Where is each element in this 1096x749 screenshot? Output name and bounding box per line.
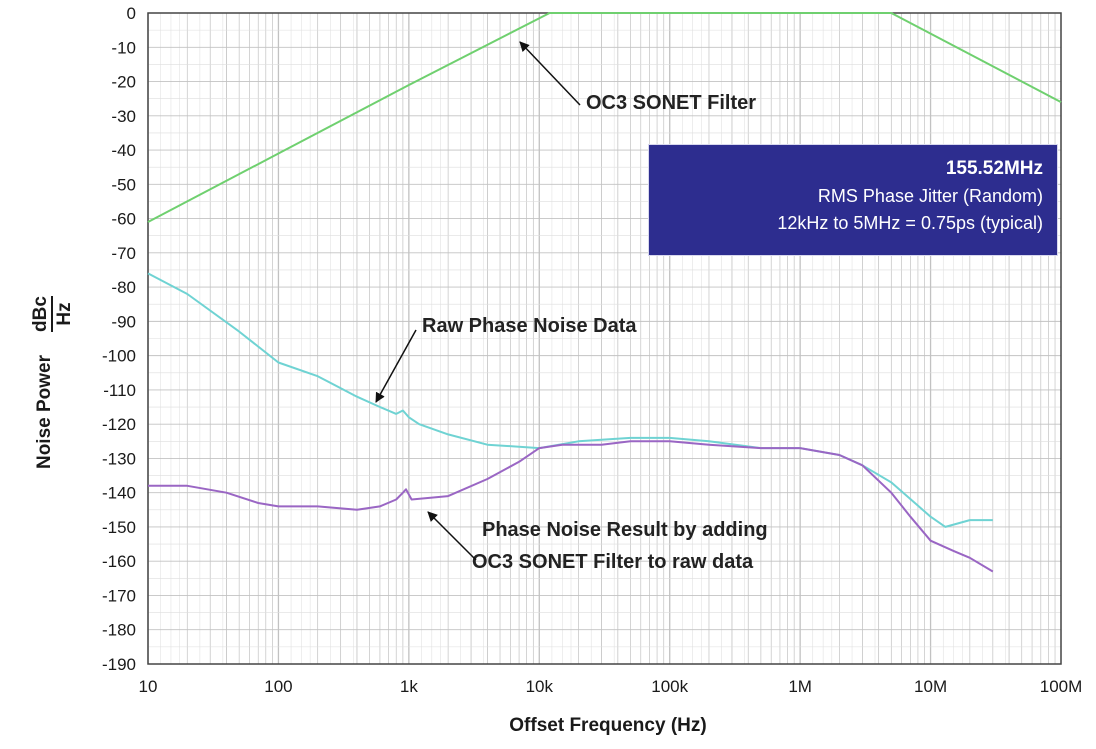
y-tick-label: -190	[102, 655, 136, 674]
raw-arrow	[375, 329, 417, 403]
filter-arrow	[519, 41, 581, 106]
info-frequency: 155.52MHz	[945, 158, 1043, 179]
y-tick-label: -160	[102, 552, 136, 571]
y-tick-label: -60	[111, 210, 136, 229]
x-tick-label: 100k	[651, 677, 688, 696]
y-axis-main-text: Noise Power	[34, 354, 55, 469]
y-axis-unit-den: Hz	[54, 302, 75, 325]
y-tick-label: -130	[102, 449, 136, 468]
y-axis-unit-num: dBc	[30, 296, 51, 332]
y-tick-label: -180	[102, 621, 136, 640]
y-tick-label: 0	[127, 4, 136, 23]
y-tick-labels: 0 -10 -20 -30 -40 -50 -60 -70 -80 -90 -100 -110 -120…	[102, 4, 136, 674]
y-tick-label: -70	[111, 244, 136, 263]
result-arrow	[427, 511, 477, 561]
result-annotation-line2: OC3 SONET Filter to raw data	[472, 551, 754, 573]
x-tick-label: 1k	[400, 677, 418, 696]
info-jitter-value: 12kHz to 5MHz = 0.75ps (typical)	[777, 213, 1043, 233]
jitter-info-box: 155.52MHz RMS Phase Jitter (Random) 12kH…	[648, 144, 1058, 256]
x-tick-label: 10	[139, 677, 158, 696]
y-tick-label: -30	[111, 107, 136, 126]
series-layer	[147, 12, 1062, 573]
result-annotation-line1: Phase Noise Result by adding	[482, 519, 768, 541]
y-tick-label: -80	[111, 278, 136, 297]
info-jitter-type: RMS Phase Jitter (Random)	[817, 186, 1043, 206]
x-tick-labels: 10 100 1k 10k 100k 1M 10M 100M	[139, 677, 1083, 696]
y-tick-label: -90	[111, 312, 136, 331]
y-axis-main: Noise Power	[34, 354, 55, 469]
x-axis-label: Offset Frequency (Hz)	[509, 715, 706, 736]
series-line-3	[148, 440, 994, 573]
y-tick-label: -170	[102, 586, 136, 605]
x-tick-label: 10M	[914, 677, 947, 696]
y-tick-label: -110	[103, 381, 136, 400]
series-line-1	[147, 12, 1062, 223]
y-tick-label: -150	[102, 518, 136, 537]
x-tick-label: 100M	[1040, 677, 1083, 696]
y-tick-label: -40	[111, 141, 136, 160]
x-tick-label: 100	[264, 677, 292, 696]
x-tick-label: 1M	[788, 677, 812, 696]
y-tick-label: -10	[111, 38, 136, 57]
x-tick-label: 10k	[526, 677, 554, 696]
y-tick-label: -140	[102, 484, 136, 503]
y-tick-label: -120	[102, 415, 136, 434]
y-tick-label: -100	[102, 347, 136, 366]
filter-annotation: OC3 SONET Filter	[586, 92, 756, 114]
y-tick-label: -50	[111, 175, 136, 194]
y-axis-label: Noise Power dBc Hz	[30, 296, 75, 469]
series-line-2	[147, 272, 993, 528]
raw-annotation: Raw Phase Noise Data	[422, 315, 637, 337]
y-tick-label: -20	[111, 73, 136, 92]
